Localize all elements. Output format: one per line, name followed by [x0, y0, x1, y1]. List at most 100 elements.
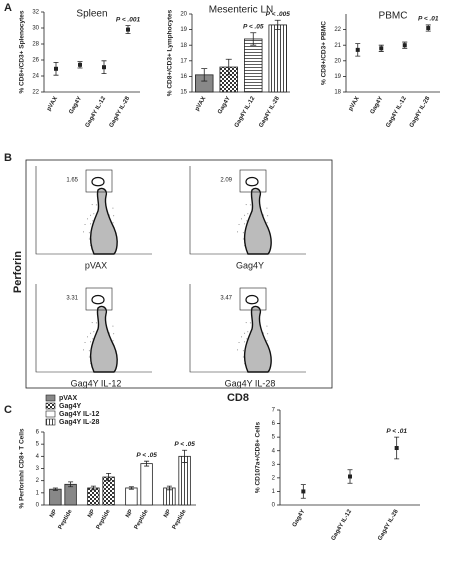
flow-dot — [88, 238, 90, 240]
bar — [102, 476, 115, 506]
flow-contour — [89, 305, 118, 373]
y-tick-label: 32 — [32, 10, 39, 16]
bar — [244, 38, 263, 93]
chart-title: PBMC — [379, 11, 408, 22]
y-tick-label: 22 — [32, 90, 39, 96]
bar — [125, 487, 138, 506]
flow-dot — [267, 333, 269, 335]
y-tick-label: 4 — [36, 454, 40, 460]
x-tick-label: Peptide — [172, 508, 188, 530]
y-tick-label: 19 — [334, 74, 341, 80]
legend-label: pVAX — [59, 395, 77, 402]
dot — [402, 43, 407, 48]
flow-plot-label: Gag4Y — [236, 260, 264, 270]
flow-dot — [247, 213, 249, 215]
flow-y-label: Perforin — [12, 251, 24, 293]
flow-dot — [241, 336, 243, 338]
legend-swatch — [45, 402, 56, 410]
flow-dot — [247, 331, 249, 333]
annotation: P < .01 — [386, 428, 407, 435]
x-tick-label: Peptide — [96, 508, 112, 530]
flow-contour — [243, 305, 272, 373]
error-bar — [128, 486, 134, 490]
x-tick-label: Gag4Y IL-28 — [258, 95, 281, 129]
error-bar — [274, 19, 281, 30]
dot — [394, 446, 399, 450]
error-bar — [68, 481, 74, 488]
error-bar — [52, 487, 58, 491]
flow-gate-contour — [91, 176, 105, 187]
y-tick-label: 20 — [334, 58, 341, 64]
flow-dot — [237, 231, 239, 233]
y-tick-label: 4 — [272, 448, 276, 454]
bar — [49, 488, 62, 506]
x-tick-label: Gag4Y IL-12 — [234, 95, 257, 129]
chart-title: Mesenteric LN — [209, 5, 273, 16]
bar — [87, 487, 100, 506]
flow-dot — [267, 215, 269, 217]
flow-dot — [243, 223, 245, 225]
flow-dot — [242, 238, 244, 240]
legend-label: Gag4Y IL-28 — [59, 419, 99, 426]
x-tick-label: Gag4Y — [68, 96, 83, 115]
error-bar — [201, 68, 208, 82]
flow-dot — [92, 220, 94, 222]
flow-dot — [237, 349, 239, 351]
annotation: P < .001 — [116, 16, 141, 23]
y-tick-label: 5 — [272, 435, 276, 441]
flow-contour — [243, 187, 272, 255]
legend-label: Gag4Y IL-12 — [59, 411, 99, 418]
x-tick-label: Gag4Y IL-12 — [385, 95, 408, 129]
panel-letter: B — [4, 152, 12, 164]
flow-dot — [91, 204, 93, 206]
flow-gate-value: 2.09 — [220, 178, 232, 184]
x-tick-label: NP — [49, 509, 58, 519]
dot — [54, 66, 58, 71]
flow-dot — [266, 222, 268, 224]
legend-swatch — [45, 410, 56, 418]
x-tick-label: pVAX — [194, 96, 207, 112]
flow-dot — [83, 349, 85, 351]
panel-letter: A — [4, 2, 12, 14]
flow-dot — [245, 322, 247, 324]
bar — [268, 24, 287, 93]
y-tick-label: 18 — [334, 90, 341, 96]
y-tick-label: 2 — [36, 478, 40, 484]
bar — [178, 455, 191, 506]
annotation: P < .01 — [418, 16, 439, 23]
flow-plot-label: pVAX — [85, 260, 107, 270]
flow-x-label: CD8 — [227, 392, 249, 404]
bar — [140, 463, 153, 506]
y-tick-label: 2 — [272, 475, 276, 481]
flow-dot — [84, 342, 86, 344]
flow-dot — [266, 340, 268, 342]
x-tick-label: Gag4Y IL-28 — [409, 95, 432, 129]
flow-dot — [113, 333, 115, 335]
y-tick-label: 17 — [180, 58, 187, 64]
y-axis-label: % Perforinhi CD8+ T Cells — [19, 428, 26, 508]
flow-frame — [25, 159, 333, 389]
flow-dot — [92, 338, 94, 340]
chart-title: Spleen — [76, 9, 107, 20]
dot — [301, 489, 306, 494]
x-tick-label: Gag4Y IL-12 — [85, 95, 108, 129]
flow-gate — [85, 287, 113, 311]
annotation: P < .05 — [174, 441, 195, 448]
x-tick-label: pVAX — [46, 96, 59, 112]
y-tick-label: 26 — [32, 58, 39, 64]
bar — [64, 483, 77, 506]
flow-dot — [112, 222, 114, 224]
flow-plot: 2.09 Gag4Y — [189, 166, 306, 270]
x-tick-label: Gag4Y IL-12 — [331, 508, 354, 542]
flow-dot — [242, 350, 244, 352]
flow-dot — [241, 218, 243, 220]
axis — [345, 14, 440, 93]
flow-plot-label: Gag4Y IL-28 — [225, 378, 276, 388]
flow-dot — [83, 231, 85, 233]
flow-dot — [246, 338, 248, 340]
flow-dot — [244, 332, 246, 334]
flow-dot — [245, 204, 247, 206]
y-tick-label: 1 — [272, 489, 276, 495]
axis — [43, 12, 140, 93]
flow-dot — [84, 224, 86, 226]
